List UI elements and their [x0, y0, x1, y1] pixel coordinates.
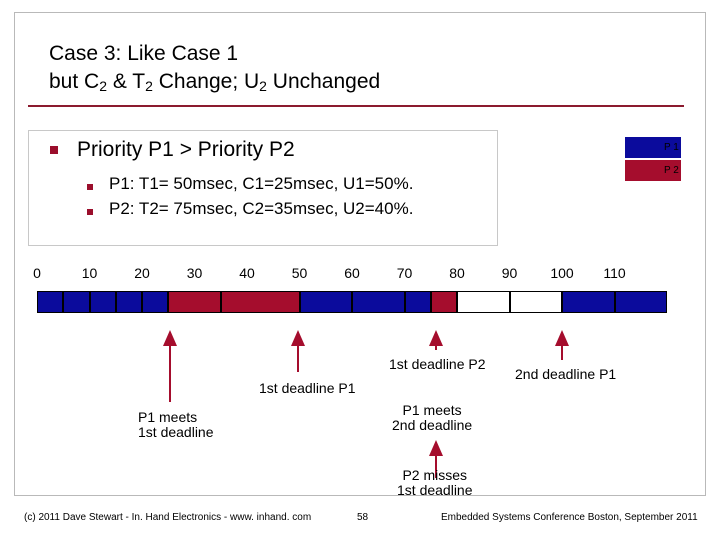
timeline-tick-label: 0: [33, 265, 41, 281]
title-line-1: Case 3: Like Case 1: [49, 42, 239, 65]
timeline-segment-p1: [299, 291, 352, 313]
legend-swatch-p2: [625, 160, 681, 181]
annotation-2nd-deadline-p1: 2nd deadline P1: [515, 366, 617, 382]
footer-conference: Embedded Systems Conference Boston, Sept…: [441, 512, 698, 523]
timeline-tick-label: 20: [134, 265, 150, 281]
timeline-segment-p1: [142, 291, 169, 313]
legend-label-p2: P 2: [664, 165, 679, 176]
timeline-tick-label: 50: [291, 265, 308, 281]
title-subscript: 2: [99, 78, 107, 94]
title-text: Unchanged: [266, 70, 381, 93]
timeline-segment-p1: [89, 291, 116, 313]
annotation-p1-meets-2nd: P1 meets 2nd deadline: [392, 403, 472, 433]
bullet-square-icon: [50, 146, 58, 154]
timeline-segment-p1: [63, 291, 90, 313]
timeline-tick-label: 90: [501, 265, 518, 281]
timeline-segment-idle: [509, 291, 562, 313]
title-divider: [28, 105, 684, 107]
legend-label-p1: P 1: [664, 142, 679, 153]
timeline-segment-idle: [457, 291, 510, 313]
timeline-tick-label: 30: [186, 265, 203, 281]
slide-title: Case 3: Like Case 1 but C2 & T2 Change; …: [49, 40, 380, 100]
title-subscript: 2: [145, 78, 153, 94]
timeline-tick-label: 110: [603, 265, 626, 281]
annotation-text: P1 meets 2nd deadline: [392, 402, 473, 433]
title-line-2: but C2 & T2 Change; U2 Unchanged: [49, 68, 380, 100]
bullet-panel: [28, 130, 498, 246]
annotation-p1-meets-1st: P1 meets 1st deadline: [138, 410, 214, 440]
bullet-priority: Priority P1 > Priority P2: [77, 138, 295, 161]
title-subscript: 2: [259, 78, 267, 94]
timeline-tick-label: 40: [239, 265, 255, 281]
bullet-p1-params: P1: T1= 50msec, C1=25msec, U1=50%.: [109, 174, 414, 193]
footer-page-number: 58: [357, 512, 369, 523]
timeline-tick-label: 80: [449, 265, 465, 281]
timeline-segment-p2: [430, 291, 457, 313]
timeline-segment-p1: [37, 291, 64, 313]
timeline-segment-p1: [562, 291, 615, 313]
bullet-square-icon: [87, 209, 93, 215]
title-text: Change; U: [152, 70, 260, 93]
timeline-segment-p1: [614, 291, 667, 313]
bullet-p2-params: P2: T2= 75msec, C2=35msec, U2=40%.: [109, 199, 414, 218]
timeline-segment-p2: [220, 291, 300, 313]
timeline-tick-label: 70: [396, 265, 413, 281]
legend-swatch-p1: [625, 137, 681, 158]
bullet-square-icon: [87, 184, 93, 190]
annotation-text: P2 misses 1st deadline: [397, 467, 473, 498]
annotation-1st-deadline-p2: 1st deadline P2: [389, 356, 486, 372]
footer-copyright: (c) 2011 Dave Stewart - In. Hand Electro…: [24, 512, 312, 523]
timeline-segment-p1: [115, 291, 142, 313]
timeline-segment-p2: [168, 291, 221, 313]
annotation-1st-deadline-p1: 1st deadline P1: [259, 380, 356, 396]
title-text: but C: [49, 70, 100, 93]
timeline-tick-label: 60: [344, 265, 360, 281]
timeline-tick-label: 10: [81, 265, 98, 281]
annotation-text: P1 meets 1st deadline: [138, 409, 214, 440]
slide-frame: [14, 12, 706, 496]
timeline-segment-p1: [404, 291, 431, 313]
title-text: & T: [107, 70, 146, 93]
timeline-segment-p1: [352, 291, 405, 313]
timeline-tick-label: 100: [550, 265, 574, 281]
annotation-p2-misses-1st: P2 misses 1st deadline: [397, 468, 473, 498]
